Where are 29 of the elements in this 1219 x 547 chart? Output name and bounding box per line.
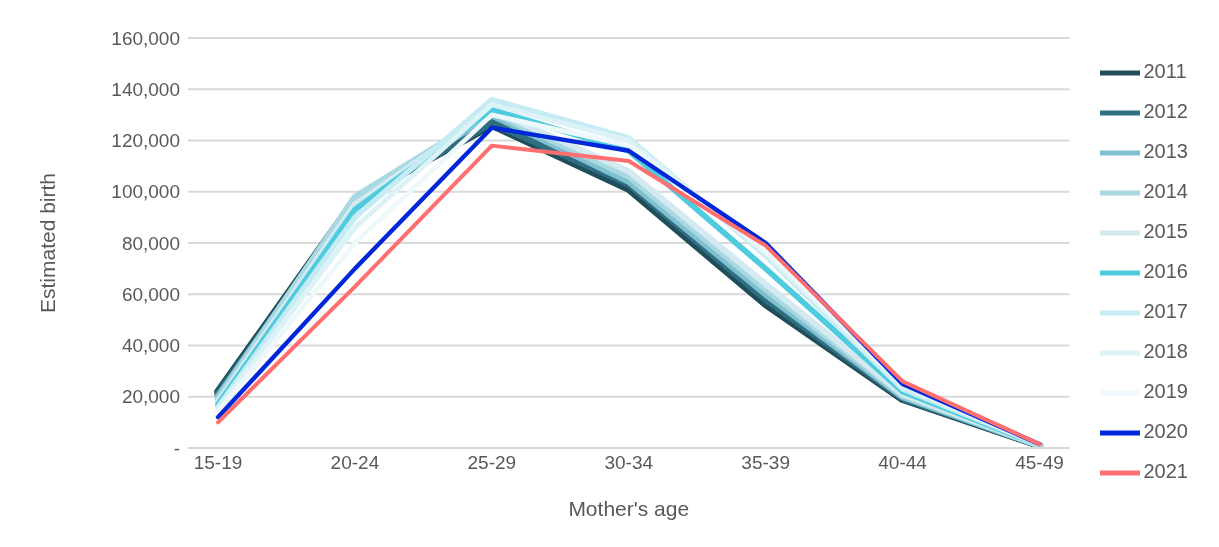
legend-label: 2021: [1143, 460, 1188, 483]
y-tick-label: 160,000: [111, 27, 180, 49]
x-tick-label: 35-39: [741, 452, 790, 474]
x-tick-label: 40-44: [878, 452, 928, 474]
y-tick-label: 60,000: [121, 283, 180, 305]
legend-label: 2013: [1143, 140, 1188, 163]
legend-label: 2019: [1143, 380, 1188, 403]
y-tick-label: 100,000: [111, 181, 180, 203]
y-tick-label: -: [173, 437, 180, 459]
legend-label: 2018: [1143, 340, 1188, 363]
y-tick-label: 40,000: [121, 335, 180, 357]
legend-label: 2016: [1143, 260, 1188, 283]
y-tick-label: 80,000: [121, 232, 180, 254]
legend-label: 2012: [1143, 100, 1188, 123]
legend-label: 2011: [1143, 60, 1187, 83]
legend-label: 2020: [1143, 420, 1188, 443]
legend-label: 2017: [1143, 300, 1188, 323]
legend-label: 2014: [1143, 180, 1188, 203]
x-tick-label: 15-19: [193, 452, 243, 474]
x-axis-title: Mother's age: [568, 497, 690, 520]
x-tick-label: 25-29: [467, 452, 517, 474]
x-tick-label: 30-34: [604, 452, 654, 474]
legend-label: 2015: [1143, 220, 1188, 243]
y-tick-label: 120,000: [111, 130, 180, 152]
x-tick-label: 45-49: [1015, 452, 1064, 474]
y-tick-label: 140,000: [111, 79, 180, 100]
y-axis-title: Estimated birth: [36, 172, 60, 314]
x-tick-label: 20-24: [330, 452, 380, 474]
y-tick-label: 20,000: [121, 386, 180, 408]
